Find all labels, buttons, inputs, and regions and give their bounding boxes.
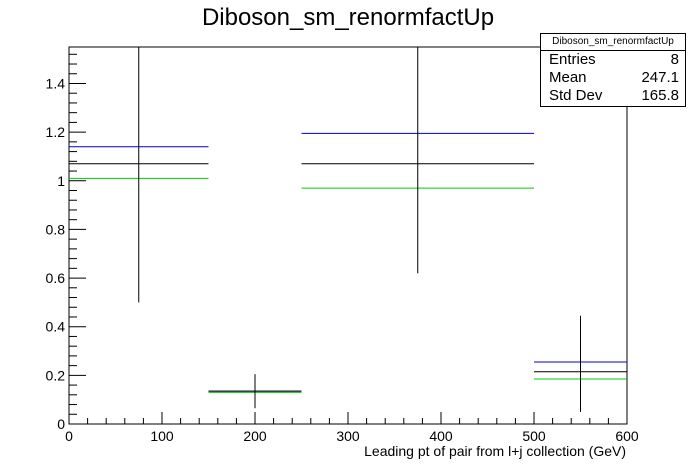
x-axis-label: Leading pt of pair from l+j collection (… bbox=[364, 443, 626, 459]
stats-box: Diboson_sm_renormfactUp Entries 8 Mean 2… bbox=[540, 33, 686, 107]
stats-mean-value: 247.1 bbox=[641, 69, 679, 86]
y-tick-label: 1.4 bbox=[46, 75, 66, 91]
x-tick-label: 0 bbox=[65, 428, 73, 444]
x-tick-label: 100 bbox=[150, 428, 174, 444]
axes: 0 100 200 300 400 500 600 0 0.2 0.4 0.6 0.8 1 1.2 1.4 bbox=[46, 46, 639, 444]
x-tick-label: 400 bbox=[429, 428, 453, 444]
x-tick-label: 200 bbox=[243, 428, 267, 444]
stats-stddev-label: Std Dev bbox=[549, 87, 603, 104]
y-tick-label: 0.6 bbox=[46, 270, 66, 286]
stats-stddev-row: Std Dev 165.8 bbox=[541, 87, 685, 105]
histogram-marks bbox=[69, 47, 627, 412]
stats-entries-value: 8 bbox=[670, 51, 679, 68]
y-tick-label: 0.4 bbox=[46, 319, 66, 335]
stats-entries-row: Entries 8 bbox=[541, 51, 685, 69]
y-tick-label: 0.8 bbox=[46, 221, 66, 237]
x-tick-label: 300 bbox=[336, 428, 360, 444]
x-tick-label: 500 bbox=[522, 428, 546, 444]
x-tick-label: 600 bbox=[615, 428, 639, 444]
y-tick-label: 1 bbox=[57, 173, 65, 189]
stats-mean-label: Mean bbox=[549, 69, 587, 86]
stats-stddev-value: 165.8 bbox=[641, 87, 679, 104]
y-tick-label: 0.2 bbox=[46, 367, 66, 383]
stats-mean-row: Mean 247.1 bbox=[541, 69, 685, 87]
stats-entries-label: Entries bbox=[549, 51, 596, 68]
stats-box-title: Diboson_sm_renormfactUp bbox=[541, 34, 685, 51]
y-tick-label: 0 bbox=[57, 416, 65, 432]
y-tick-label: 1.2 bbox=[46, 124, 66, 140]
chart-title: Diboson_sm_renormfactUp bbox=[201, 4, 495, 31]
